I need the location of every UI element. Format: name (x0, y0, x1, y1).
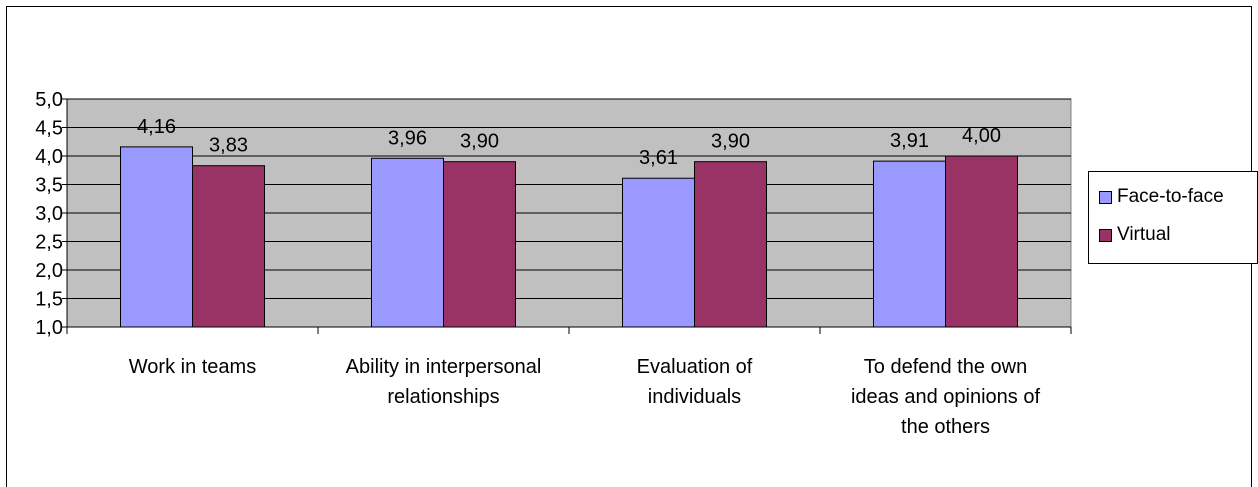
bar-virtual (443, 161, 516, 328)
legend-swatch (1099, 190, 1112, 204)
x-category-label: To defend the own (864, 356, 1027, 378)
y-tick-label: 5,0 (35, 89, 63, 111)
x-category-label: Ability in interpersonal (346, 356, 542, 378)
y-tick-label: 1,0 (35, 317, 63, 339)
legend-item-virtual: Virtual (1099, 223, 1171, 247)
bar-face-to-face (371, 157, 444, 328)
data-label: 3,61 (639, 147, 678, 169)
x-category-label: ideas and opinions of (851, 386, 1040, 408)
y-tick-label: 1,5 (35, 289, 63, 311)
y-tick-label: 3,0 (35, 203, 63, 225)
bar-chart: 1,0 1,5 2,0 2,5 3,0 3,5 4,0 4,5 5,0 4,16 3,83 Work … (35, 89, 1072, 438)
legend: Face-to-face Virtual (1088, 171, 1258, 264)
data-label: 3,91 (890, 130, 929, 152)
y-tick-label: 2,0 (35, 260, 63, 282)
bar-virtual (945, 155, 1018, 328)
y-tick-label: 4,5 (35, 118, 63, 140)
legend-label: Face-to-face (1117, 186, 1224, 207)
x-category-label: individuals (648, 386, 741, 408)
data-label: 3,90 (460, 131, 499, 153)
legend-swatch (1099, 228, 1112, 242)
data-label: 3,96 (388, 127, 427, 149)
legend-item-face-to-face: Face-to-face (1099, 185, 1224, 209)
legend-label: Virtual (1117, 224, 1171, 245)
y-tick-label: 2,5 (35, 232, 63, 254)
x-category-label: Work in teams (129, 356, 256, 378)
data-label: 4,16 (137, 116, 176, 138)
bar-virtual (694, 161, 767, 328)
data-label: 4,00 (962, 125, 1001, 147)
bar-virtual (192, 165, 265, 328)
x-category-label: the others (901, 416, 990, 438)
x-category-label: Evaluation of (637, 356, 753, 378)
chart-frame: 1,0 1,5 2,0 2,5 3,0 3,5 4,0 4,5 5,0 4,16 3,83 Work … (6, 6, 1258, 487)
data-label: 3,83 (209, 135, 248, 157)
y-tick-label: 4,0 (35, 146, 63, 168)
bar-face-to-face (873, 160, 946, 328)
x-category-label: relationships (387, 386, 499, 408)
data-label: 3,90 (711, 131, 750, 153)
bar-face-to-face (120, 146, 193, 328)
y-tick-label: 3,5 (35, 175, 63, 197)
bar-face-to-face (622, 177, 695, 328)
